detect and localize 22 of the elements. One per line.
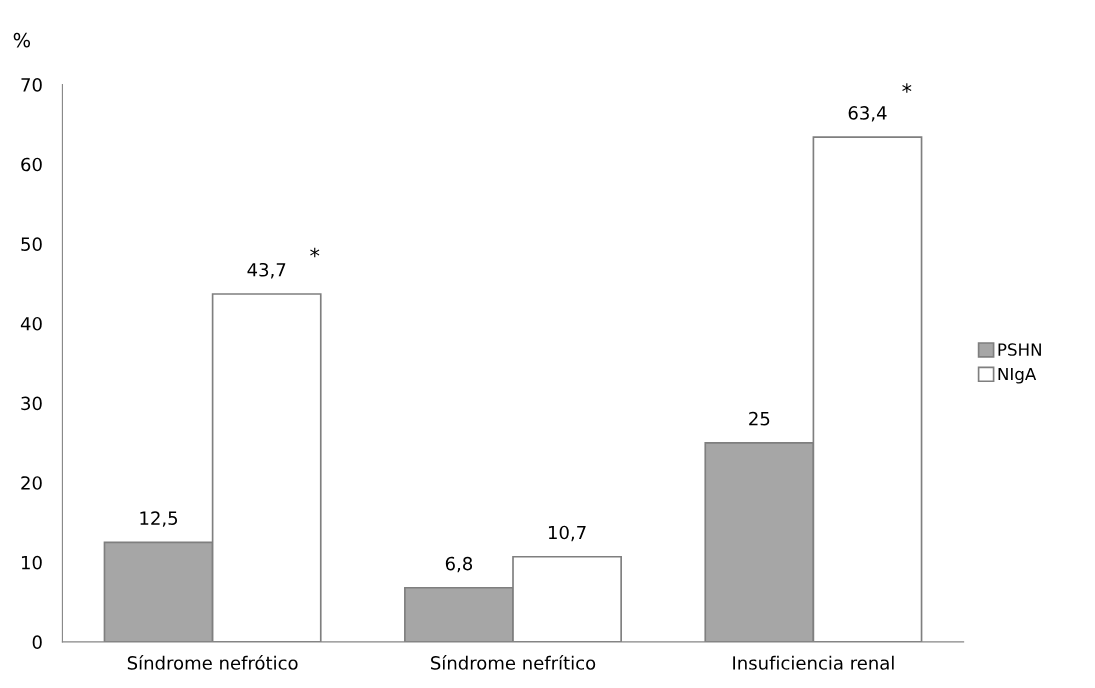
y-tick-label: 10 xyxy=(21,555,42,570)
legend-label: NIgA xyxy=(998,367,1037,384)
y-tick-label: 40 xyxy=(20,316,42,331)
data-label: 63,4 xyxy=(848,106,887,122)
y-tick-label: 50 xyxy=(21,237,42,251)
annotation: * xyxy=(310,247,320,258)
data-label: 25 xyxy=(749,411,770,426)
data-label: 6,8 xyxy=(445,556,473,573)
data-label: 43,7 xyxy=(247,262,286,279)
data-label: 10,7 xyxy=(548,525,586,542)
y-tick-label: 20 xyxy=(21,476,42,490)
annotation: * xyxy=(902,83,912,93)
x-tick-label: Síndrome nefrótico xyxy=(127,655,298,670)
data-label: 12,5 xyxy=(140,511,178,527)
y-tick-label: 70 xyxy=(21,78,42,92)
y-tick-label: 30 xyxy=(21,396,42,411)
x-tick-label: Insuficiencia renal xyxy=(733,655,894,670)
x-tick-label: Síndrome nefrítico xyxy=(431,655,596,670)
y-tick-label: 0 xyxy=(32,635,42,650)
legend-label: PSHN xyxy=(998,343,1041,356)
y-axis-title: % xyxy=(13,32,31,48)
y-tick-label: 60 xyxy=(21,157,42,172)
